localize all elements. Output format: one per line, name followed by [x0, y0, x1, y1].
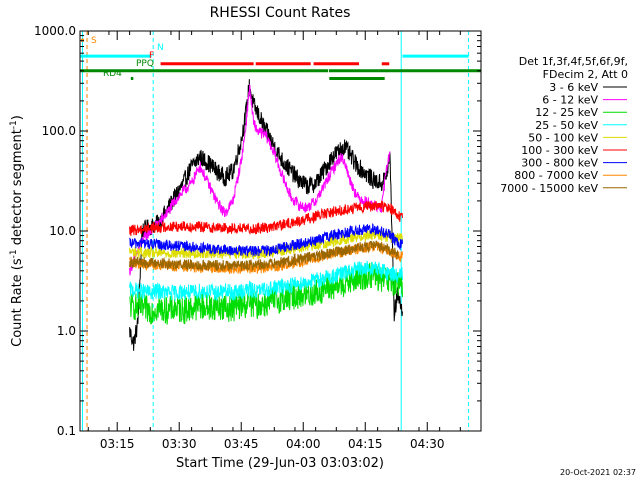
- y-tick-label: 10.0: [49, 224, 76, 238]
- y-axis-label-main: Count Rate (s: [10, 258, 25, 347]
- x-tick-label: 04:15: [348, 437, 383, 451]
- y-axis-label-end: ): [10, 115, 25, 120]
- legend-label: 50 - 100 keV: [528, 131, 598, 144]
- x-tick-label: 04:30: [410, 437, 445, 451]
- flag-label: F: [149, 51, 154, 61]
- flag-label: RD4: [103, 69, 122, 79]
- x-tick-label: 04:00: [286, 437, 321, 451]
- x-tick-label: 03:15: [100, 437, 135, 451]
- x-tick-label: 03:30: [162, 437, 197, 451]
- y-tick-label: 1.0: [57, 324, 76, 338]
- y-axis-label-mid: detector segment: [10, 129, 25, 249]
- y-axis: 0.1 1.0 10.0 100.0 1000.0: [34, 24, 481, 438]
- flag-label: PPQ: [136, 59, 154, 69]
- series-line: [129, 223, 403, 258]
- flag-label: S: [91, 36, 97, 46]
- x-axis: 03:15 03:30 03:45 04:00 04:15 04:30: [87, 31, 482, 451]
- legend-label: 7000 - 15000 keV: [500, 182, 598, 195]
- legend-label: 800 - 7000 keV: [514, 169, 598, 182]
- series-line: [129, 79, 403, 351]
- legend: Det 1f,3f,4f,5f,6f,9f, FDecim 2, Att 0 3…: [500, 55, 628, 195]
- series-line: [129, 200, 403, 236]
- series-line: [129, 261, 403, 325]
- y-axis-label: Count Rate (s-1 detector segment-1): [9, 115, 25, 347]
- y-tick-label: 100.0: [42, 124, 76, 138]
- y-axis-label-sup2: -1: [9, 120, 19, 129]
- legend-label: 12 - 25 keV: [535, 106, 598, 119]
- x-tick-label: 03:45: [224, 437, 259, 451]
- legend-header-1: Det 1f,3f,4f,5f,6f,9f,: [519, 55, 628, 68]
- chart-title: RHESSI Count Rates: [210, 5, 351, 21]
- series-line: [129, 240, 399, 272]
- y-axis-label-sup1: -1: [9, 249, 19, 258]
- legend-header-2: FDecim 2, Att 0: [543, 68, 628, 81]
- legend-label: 300 - 800 keV: [521, 157, 598, 170]
- legend-label: 100 - 300 keV: [521, 144, 598, 157]
- legend-label: 25 - 50 keV: [535, 119, 598, 132]
- legend-label: 3 - 6 keV: [549, 81, 598, 94]
- series-line: [129, 83, 391, 276]
- series-group: [129, 79, 403, 351]
- footer-date: 20-Oct-2021 02:37: [560, 468, 636, 477]
- flag-label: N: [157, 43, 164, 53]
- y-tick-label: 1000.0: [34, 24, 76, 38]
- series-line: [129, 260, 403, 302]
- legend-label: 6 - 12 keV: [542, 94, 598, 107]
- x-axis-label: Start Time (29-Jun-03 03:03:02): [176, 456, 384, 471]
- y-tick-label: 0.1: [57, 424, 76, 438]
